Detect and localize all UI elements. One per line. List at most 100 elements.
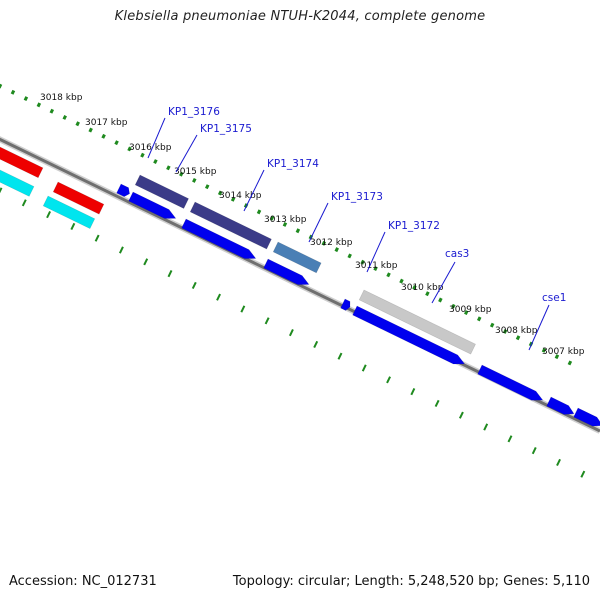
gene-label: cse1 [542,292,566,304]
gene-label-leader [243,169,265,212]
gc-dash [556,458,561,467]
gc-dash [438,297,443,303]
gc-dash [308,234,314,240]
gc-dash [288,329,294,337]
gene-label-leader [147,117,166,159]
feature-cas3[interactable] [358,289,476,355]
gene-label: KP1_3176 [168,106,220,118]
gc-dash [230,196,236,202]
gc-dash [464,310,469,316]
gc-dash [361,364,367,372]
gc-skew-track [0,83,586,478]
gene-label-leader [366,231,386,273]
gc-dash [434,399,440,408]
gene-label-leader [175,134,198,173]
gene-arrow[interactable] [116,183,130,198]
tick-labels: 3018 kbp 3017 kbp 3016 kbp 3015 kbp 3014 kbp… [40,93,585,357]
tick-label: 3012 kbp [310,238,353,248]
gc-dash [217,190,223,196]
gc-dash [243,203,249,209]
gc-dash [94,234,100,242]
gc-dash [554,354,560,360]
gene-arrow[interactable] [340,298,351,311]
tick-label: 3011 kbp [355,261,398,271]
gc-dash [502,329,508,334]
feature-red-1[interactable] [0,146,44,179]
tick-label: 3016 kbp [129,143,172,153]
gc-dash [295,228,301,234]
gc-dash [36,102,42,108]
gene-label: cas3 [445,248,469,260]
gc-dash [528,341,534,347]
gc-dash [118,246,124,254]
gene-arrow[interactable] [352,305,466,365]
gene-arrow[interactable] [181,218,257,259]
gc-dash [412,284,417,290]
gene-arrow[interactable] [546,396,575,415]
feature-kp1-3175[interactable] [189,201,272,250]
gc-dash [347,253,352,259]
feature-red-2[interactable] [52,181,105,215]
gene-label: KP1_3172 [388,220,440,232]
gc-dash [166,165,171,171]
gc-dash [313,340,319,348]
feature-cyan-2[interactable] [42,195,96,230]
gene-label: KP1_3175 [200,123,252,135]
gc-dash [21,199,27,207]
gene-arrow[interactable] [573,407,600,427]
gc-dash [489,322,495,328]
gc-dash [167,270,173,278]
gc-dash [192,177,197,183]
gc-dash [515,335,521,341]
gc-dash [567,360,573,366]
gc-dash [256,209,262,215]
gc-dash [10,89,16,95]
gc-dash [179,171,184,177]
feature-cyan-1[interactable] [0,169,35,197]
tick-label: 3007 kbp [542,347,585,357]
gc-dash [88,127,93,133]
tick-label: 3015 kbp [174,167,217,177]
gc-dash [114,140,119,146]
gc-dash [410,388,416,396]
gc-dash [507,435,513,443]
gc-dash [0,187,3,194]
gc-dash [425,291,430,297]
gc-dash [373,266,378,271]
gc-dash [541,347,547,353]
gene-labels: KP1_3176 KP1_3175 KP1_3174 KP1_3173 KP1_3172… [147,106,566,351]
gc-dash [360,259,365,265]
gc-dash [191,281,197,289]
gene-track[interactable] [116,183,600,427]
tick-label: 3010 kbp [401,283,444,293]
gene-label-leader [308,202,329,243]
genome-summary: Topology: circular; Length: 5,248,520 bp… [232,574,590,589]
gene-arrow[interactable] [128,191,177,219]
gc-dash [334,247,339,253]
gc-dash [216,293,221,301]
gc-dash [386,272,391,278]
gc-dash [337,352,343,360]
gene-arrow[interactable] [263,258,310,285]
gc-dash [127,146,132,152]
gene-label-leader [431,261,456,304]
gc-dash [70,222,76,230]
gc-dash [46,211,51,219]
gene-label: KP1_3173 [331,191,383,203]
gc-dash [386,376,391,384]
tick-label: 3013 kbp [264,215,307,225]
feature-kp1-3176[interactable] [134,174,189,209]
gc-dash [269,215,275,221]
gene-arrow[interactable] [477,364,544,401]
gc-dash [23,96,29,102]
gc-dash [458,411,464,419]
feature-track[interactable] [0,146,476,355]
gc-dash [205,184,210,190]
gc-dash [399,278,404,284]
tick-label: 3018 kbp [40,93,83,103]
gc-dash [580,470,586,478]
gc-dash [101,133,106,139]
gc-dash [75,121,80,127]
feature-kp1-3173[interactable] [272,241,322,274]
